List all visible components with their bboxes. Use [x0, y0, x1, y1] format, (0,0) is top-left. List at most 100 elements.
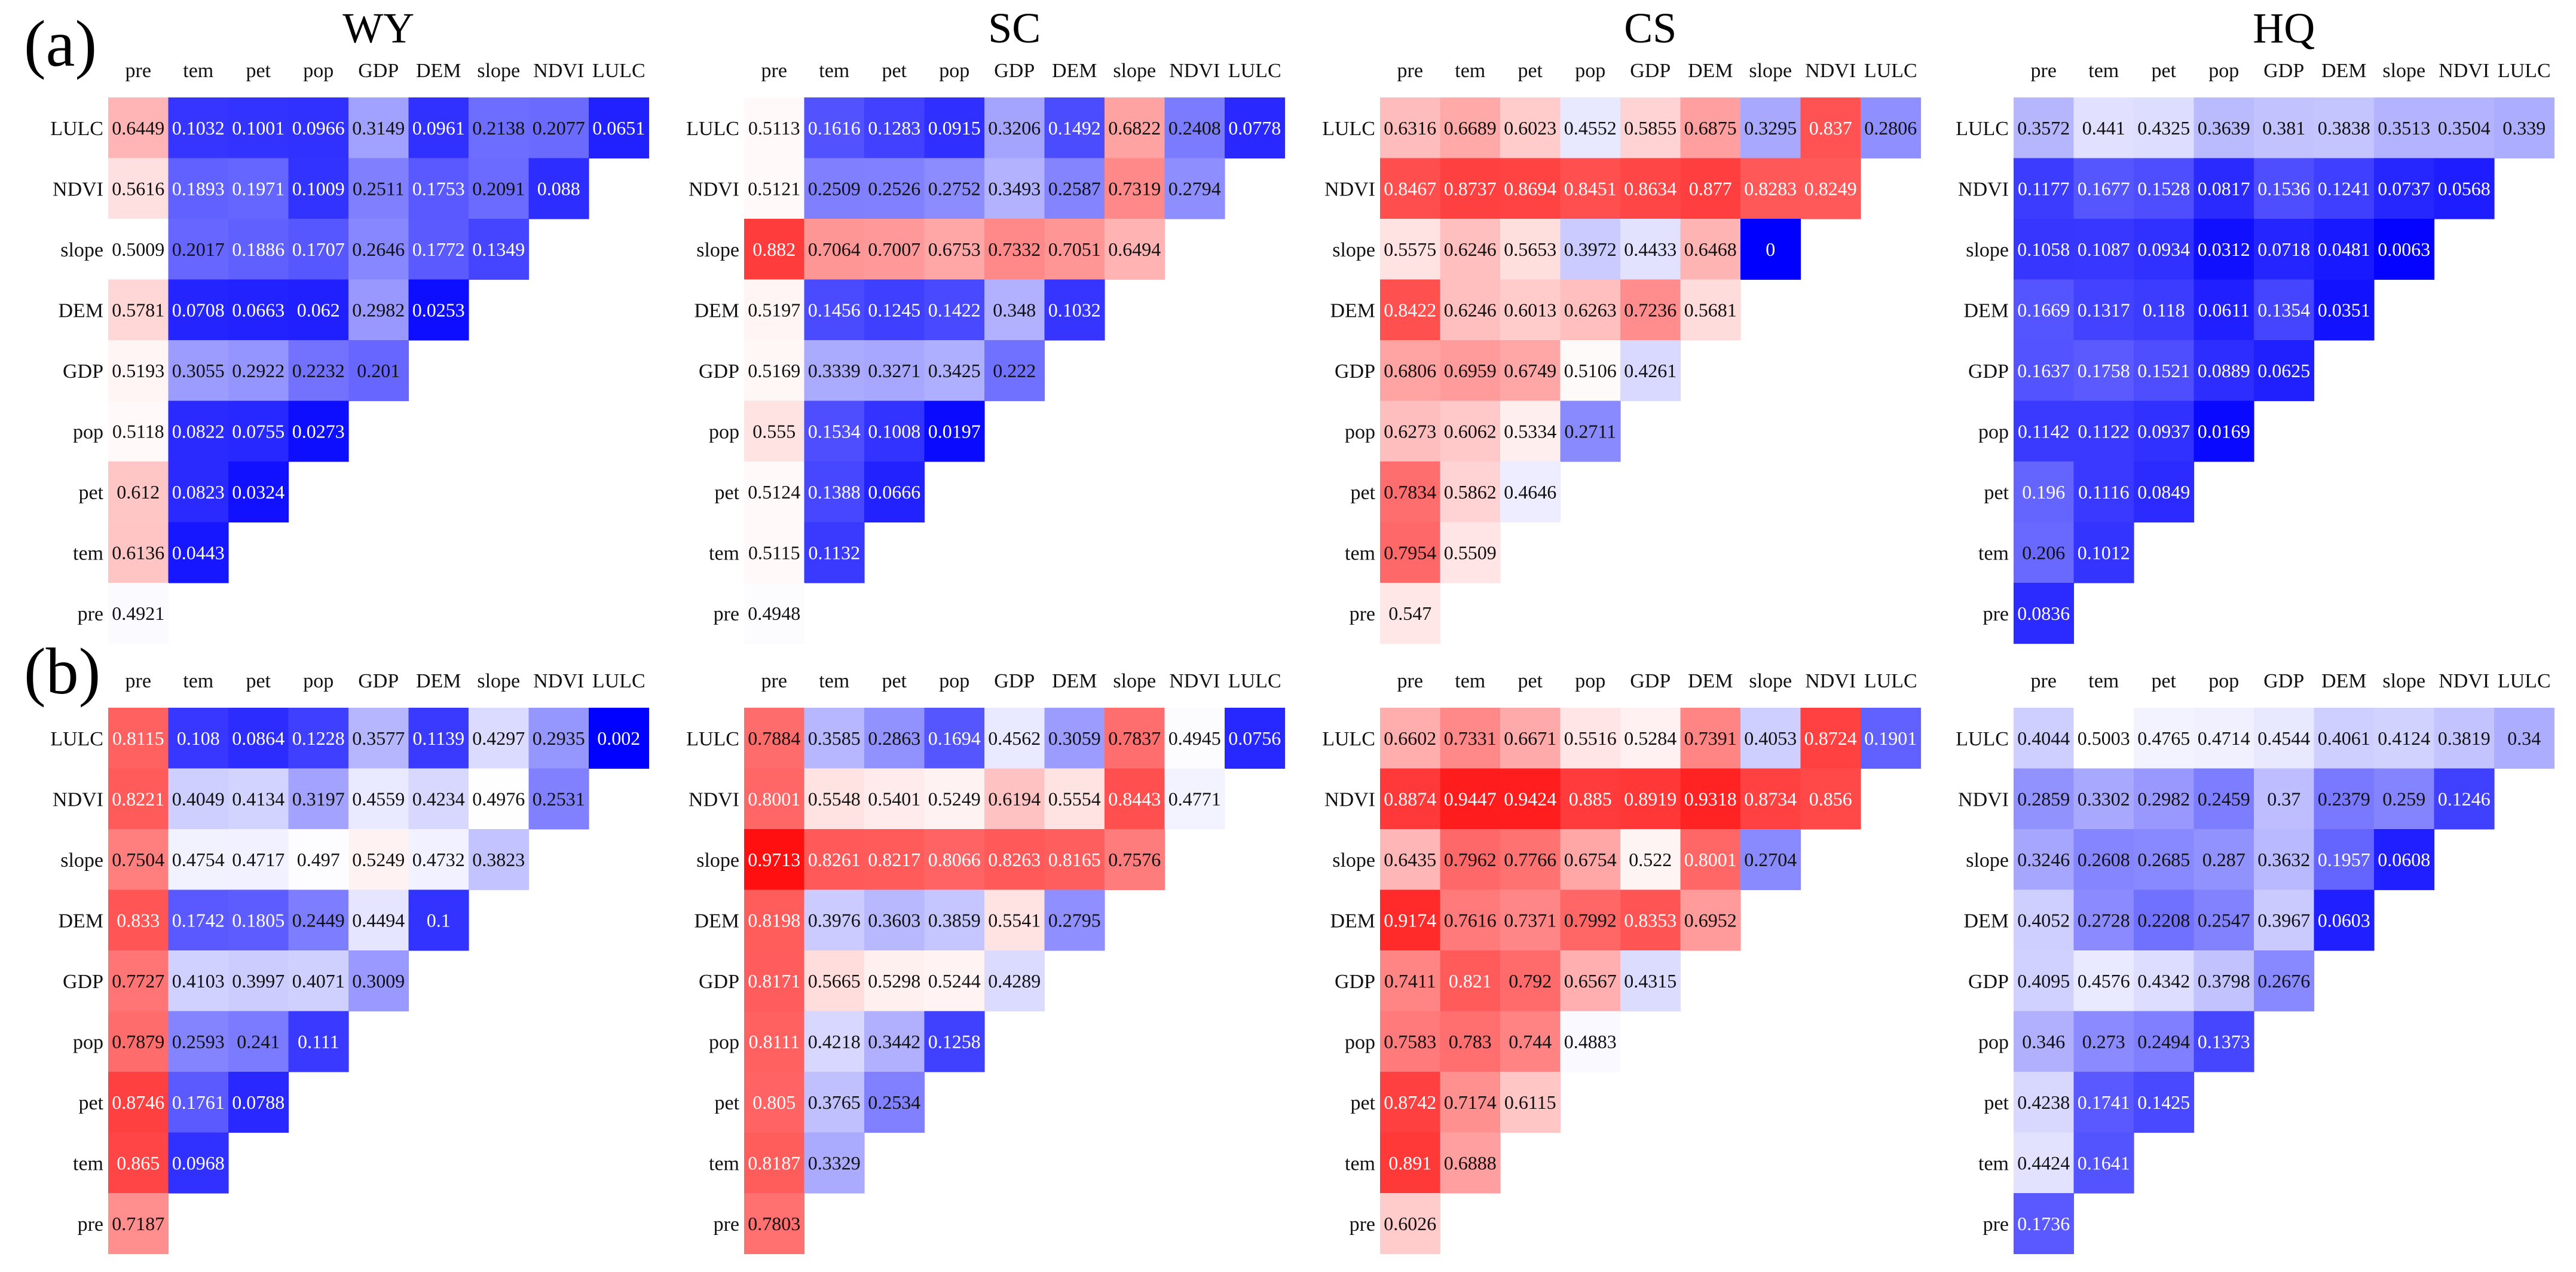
- row-label: NDVI: [689, 178, 739, 200]
- cell-value-label: 0.0663: [232, 299, 284, 320]
- cell-value-label: 0.5548: [808, 788, 861, 809]
- row-label: slope: [696, 849, 739, 872]
- heatmap-cell: [108, 522, 169, 583]
- cell-value-label: 0.6754: [1564, 849, 1617, 870]
- cell-value-label: 0.2593: [172, 1031, 225, 1052]
- cell-value-label: 0.0481: [2318, 239, 2370, 260]
- heatmap-cell: [2073, 97, 2134, 159]
- row-label: GDP: [1968, 971, 2009, 993]
- heatmap-cell: [744, 1132, 805, 1194]
- heatmap-cell: [348, 340, 409, 402]
- cell-value-label: 0.2794: [1168, 178, 1221, 199]
- cell-value-label: 0.1122: [2078, 420, 2130, 442]
- cell-value-label: 0.0443: [172, 542, 225, 563]
- cell-value-label: 0.1317: [2078, 299, 2130, 320]
- heatmap-cell: [1740, 97, 1801, 159]
- cell-value-label: 0.5616: [112, 178, 164, 199]
- cell-value-label: 0.4053: [1744, 727, 1797, 749]
- heatmap-cell: [924, 889, 985, 951]
- heatmap-cell: [2014, 708, 2075, 769]
- cell-value-label: 0.0961: [412, 117, 465, 139]
- column-label: pet: [1518, 670, 1543, 692]
- heatmap-cell: [744, 1193, 805, 1255]
- cell-value-label: 0.2526: [868, 178, 920, 199]
- cell-value-label: 0.4754: [172, 849, 225, 870]
- heatmap-cell: [1380, 768, 1441, 830]
- heatmap-cell: [1440, 1072, 1501, 1133]
- heatmap-cell: [108, 400, 169, 462]
- row-label: pop: [73, 421, 103, 443]
- row-label: DEM: [58, 910, 103, 932]
- cell-value-label: 0.856: [1809, 788, 1852, 809]
- heatmap-cell: [924, 400, 985, 462]
- heatmap-cell: [2193, 708, 2254, 769]
- column-label: tem: [183, 670, 213, 692]
- heatmap-cell: [168, 889, 229, 951]
- cell-value-label: 0.0568: [2438, 178, 2491, 199]
- heatmap-cell: [1380, 889, 1441, 951]
- cell-value-label: 0.1677: [2078, 178, 2130, 199]
- cell-value-label: 0.1641: [2078, 1152, 2130, 1173]
- cell-value-label: 0.1758: [2078, 360, 2130, 381]
- heatmap-cell: [288, 708, 349, 769]
- cell-value-label: 0.5003: [2078, 727, 2130, 749]
- cell-value-label: 0.2449: [292, 909, 345, 931]
- heatmap-cell: [2193, 829, 2254, 891]
- cell-value-label: 0.5197: [748, 299, 800, 320]
- heatmap-cell: [288, 97, 349, 159]
- heatmap-cell: [804, 522, 865, 583]
- heatmap-cell: [1500, 279, 1561, 341]
- cell-value-label: 0.4071: [292, 970, 345, 992]
- cell-value-label: 0.6246: [1444, 239, 1497, 260]
- cell-value-label: 0.1008: [868, 420, 920, 442]
- row-label: pet: [1984, 1092, 2009, 1114]
- heatmap-cell: [744, 829, 805, 891]
- cell-value-label: 0.6115: [1504, 1091, 1556, 1113]
- cell-value-label: 0.7837: [1108, 727, 1161, 749]
- row-label: pre: [1983, 1213, 2009, 1236]
- cell-value-label: 0.891: [1388, 1152, 1431, 1173]
- heatmap-cell: [1861, 708, 1922, 769]
- heatmap-cell: [1500, 1072, 1561, 1133]
- cell-value-label: 0.5106: [1564, 360, 1617, 381]
- cell-value-label: 0.7884: [748, 727, 800, 749]
- cell-value-label: 0.346: [2022, 1031, 2065, 1052]
- cell-value-label: 0.3059: [1048, 727, 1101, 749]
- heatmap-cell: [1440, 708, 1501, 769]
- cell-value-label: 0.6959: [1444, 360, 1497, 381]
- heatmap-cell: [1440, 97, 1501, 159]
- row-label: tem: [1345, 542, 1375, 564]
- cell-value-label: 0.6671: [1504, 727, 1556, 749]
- cell-value-label: 0.4261: [1624, 360, 1676, 381]
- heatmap-cell: [528, 708, 589, 769]
- heatmap-cell: [804, 400, 865, 462]
- cell-value-label: 0.222: [993, 360, 1036, 381]
- heatmap-cell: [744, 279, 805, 341]
- cell-value-label: 0.2711: [1564, 420, 1616, 442]
- cell-value-label: 0.1001: [232, 117, 284, 139]
- heatmap-cell: [744, 522, 805, 583]
- column-label: slope: [2382, 60, 2425, 82]
- heatmap-cell: [2014, 1193, 2075, 1255]
- heatmap-cell: [108, 768, 169, 830]
- heatmap-cell: [108, 279, 169, 341]
- cell-value-label: 0.241: [237, 1031, 280, 1052]
- row-label: GDP: [1335, 360, 1375, 383]
- heatmap-cell: [1800, 708, 1861, 769]
- column-label: pet: [246, 670, 271, 692]
- cell-value-label: 0.8263: [988, 849, 1041, 870]
- heatmap-cell: [2134, 158, 2195, 219]
- cell-value-label: 0.3632: [2257, 849, 2310, 870]
- cell-value-label: 0.1772: [412, 239, 465, 260]
- heatmap-cell: [348, 97, 409, 159]
- heatmap-cell: [864, 219, 925, 280]
- heatmap-panel: CS pre tem pet pop GDP DEM slope NDVI LULC LULC 0.6…: [1322, 4, 1922, 644]
- cell-value-label: 0.4765: [2137, 727, 2190, 749]
- column-label: DEM: [416, 60, 461, 82]
- heatmap-cell: [2374, 97, 2435, 159]
- cell-value-label: 0.2728: [2078, 909, 2130, 931]
- heatmap-cell: [1560, 400, 1621, 462]
- row-label: pet: [714, 1092, 739, 1114]
- cell-value-label: 0.497: [297, 849, 340, 870]
